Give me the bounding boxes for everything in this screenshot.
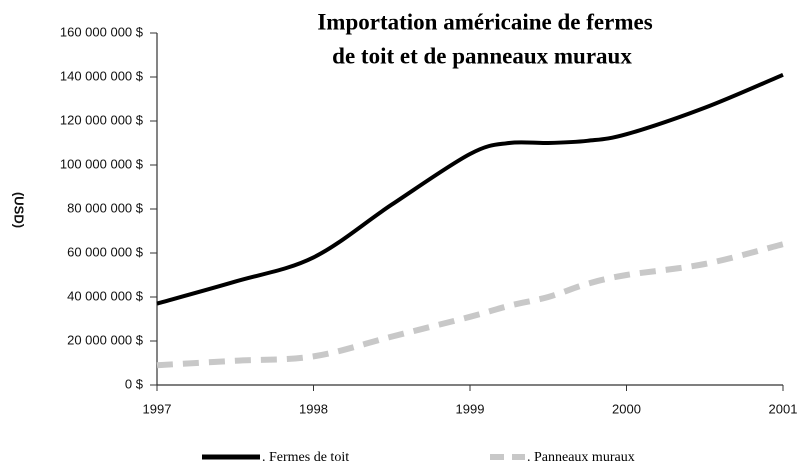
y-axis-label: (USD) [12, 192, 27, 228]
x-tick-label: 1997 [143, 401, 172, 416]
y-tick-label: 80 000 000 $ [67, 200, 144, 215]
x-tick-label: 2000 [612, 401, 641, 416]
x-tick-label: 1999 [456, 401, 485, 416]
chart-title: Importation américaine de fermes [317, 9, 652, 34]
chart-title: de toit et de panneaux muraux [332, 43, 632, 68]
y-tick-label: 0 $ [125, 376, 144, 391]
x-tick-label: 1998 [299, 401, 328, 416]
series-line [156, 72, 784, 306]
y-tick-label: 160 000 000 $ [60, 24, 144, 39]
y-tick-label: 40 000 000 $ [67, 288, 144, 303]
y-tick-label: 120 000 000 $ [60, 112, 144, 127]
legend-label: . Panneaux muraux [527, 450, 635, 465]
y-tick-label: 60 000 000 $ [67, 244, 144, 259]
series-line [156, 241, 784, 369]
y-tick-label: 20 000 000 $ [67, 332, 144, 347]
legend-label: . Fermes de toit [262, 450, 349, 465]
y-tick-label: 140 000 000 $ [60, 68, 144, 83]
y-tick-label: 100 000 000 $ [60, 156, 144, 171]
x-tick-label: 2001 [769, 401, 798, 416]
